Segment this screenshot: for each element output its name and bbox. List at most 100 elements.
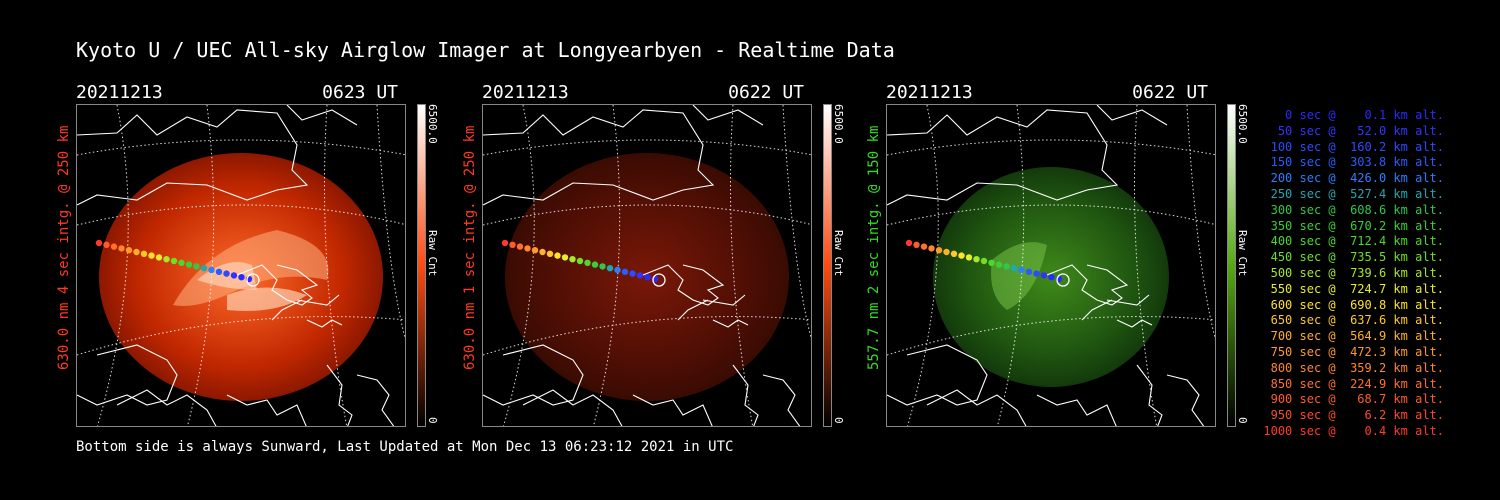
trajectory-dot: [599, 263, 606, 270]
trajectory-dot: [1048, 274, 1055, 281]
trajectory-dot: [965, 254, 973, 261]
colorbar-min-label: 0: [426, 417, 439, 424]
trajectory-dot: [546, 250, 554, 257]
panel-time: 0623 UT: [322, 82, 398, 103]
legend-row: 0 sec @ 0.1 km alt.: [1285, 108, 1444, 122]
trajectory-dot: [950, 250, 958, 257]
trajectory-dot: [928, 245, 935, 252]
trajectory-dot: [576, 257, 584, 265]
legend-row: 450 sec @ 735.5 km alt.: [1270, 250, 1444, 265]
trajectory-dot: [155, 254, 163, 261]
panel-ylabel: 630.0 nm 4 sec intg. @ 250 km: [56, 125, 72, 370]
trajectory-dot: [118, 245, 125, 252]
colorbar-unit-label: Raw Cnt: [1236, 230, 1249, 277]
imager-panel: 20211213 0623 UT: [56, 82, 439, 430]
legend-row: 300 sec @ 608.6 km alt.: [1270, 202, 1444, 217]
trajectory-dot: [905, 239, 913, 247]
panel-date: 20211213: [886, 82, 973, 103]
legend-row: 1000 sec @ 0.4 km alt.: [1263, 423, 1444, 438]
panel-date: 20211213: [482, 82, 569, 103]
trajectory-dot: [524, 245, 531, 252]
legend-row: 900 sec @ 68.7 km alt.: [1270, 392, 1444, 407]
legend-row: 850 sec @ 224.9 km alt.: [1270, 376, 1444, 391]
legend-row: 150 sec @ 303.8 km alt.: [1270, 155, 1444, 170]
trajectory-dot: [913, 241, 920, 248]
imager-panel: 20211213 0622 UT: [462, 82, 845, 430]
trajectory-dot: [193, 263, 200, 270]
trajectory-dot: [185, 261, 193, 268]
trajectory-dot: [539, 248, 546, 256]
trajectory-dot: [238, 274, 245, 281]
page-title: Kyoto U / UEC All-sky Airglow Imager at …: [76, 38, 895, 62]
legend-row: 550 sec @ 724.7 km alt.: [1270, 281, 1444, 296]
trajectory-dot: [980, 257, 988, 265]
trajectory-dot: [200, 265, 208, 272]
colorbar: [1227, 104, 1236, 427]
trajectory-dot: [561, 254, 569, 261]
trajectory-dot: [1010, 265, 1018, 272]
trajectory-dot: [95, 239, 103, 247]
legend-row: 750 sec @ 472.3 km alt.: [1270, 344, 1444, 359]
allsky-image: [886, 104, 1216, 427]
colorbar: [823, 104, 832, 427]
legend-row: 250 sec @ 527.4 km alt.: [1270, 186, 1444, 201]
legend-row: 650 sec @ 637.6 km alt.: [1270, 313, 1444, 328]
station-marker: [652, 273, 666, 287]
trajectory-dot: [1018, 266, 1025, 274]
trajectory-dot: [943, 248, 950, 256]
trajectory-dot: [614, 266, 621, 274]
coastline: [887, 105, 1205, 426]
panel-time: 0622 UT: [1132, 82, 1208, 103]
trajectory-dot: [148, 252, 155, 259]
trajectory-dot: [958, 252, 965, 259]
trajectory-dot: [621, 268, 629, 275]
coastline: [77, 105, 395, 426]
trajectory-dot: [140, 250, 148, 257]
legend-row: 400 sec @ 712.4 km alt.: [1270, 234, 1444, 249]
panel-date: 20211213: [76, 82, 163, 103]
trajectory-dot: [1003, 263, 1010, 270]
trajectory-dot: [973, 256, 980, 263]
trajectory-dot: [1040, 272, 1048, 279]
trajectory-dot: [223, 270, 230, 277]
trajectory-dot: [584, 259, 591, 266]
allsky-image: [76, 104, 406, 427]
trajectory-dot: [995, 261, 1003, 268]
trajectory-dot: [208, 266, 215, 274]
coastline: [483, 105, 801, 426]
trajectory-dot: [178, 259, 185, 266]
trajectory-dot: [516, 243, 524, 250]
trajectory-dot: [606, 265, 614, 272]
colorbar: [417, 104, 426, 427]
imager-panel: 20211213 0622 UT: [866, 82, 1249, 430]
colorbar-max-label: 6500.0: [832, 104, 845, 144]
colorbar-max-label: 6500.0: [426, 104, 439, 144]
trajectory-dot: [988, 259, 995, 266]
trajectory-dot: [501, 239, 509, 247]
panel-ylabel: 630.0 nm 1 sec intg. @ 250 km: [462, 125, 478, 370]
legend-row: 600 sec @ 690.8 km alt.: [1270, 297, 1444, 312]
trajectory-dot: [509, 241, 516, 248]
station-marker: [246, 273, 260, 287]
trajectory-dot: [133, 248, 140, 256]
colorbar-max-label: 6500.0: [1236, 104, 1249, 144]
trajectory-dot: [230, 272, 238, 279]
panel-time: 0622 UT: [728, 82, 804, 103]
trajectory-legend: 0 sec @ 0.1 km alt. 50 sec @ 52.0 km alt.…: [1262, 108, 1444, 440]
trajectory-dot: [636, 272, 644, 279]
colorbar-unit-label: Raw Cnt: [832, 230, 845, 277]
legend-row: 950 sec @ 6.2 km alt.: [1270, 408, 1444, 423]
legend-row: 800 sec @ 359.2 km alt.: [1270, 360, 1444, 375]
station-marker: [1056, 273, 1070, 287]
panel-ylabel: 557.7 nm 2 sec intg. @ 150 km: [866, 125, 882, 370]
trajectory-dot: [629, 270, 636, 277]
grid-lines: [77, 105, 405, 426]
trajectory-dot: [1033, 270, 1040, 277]
trajectory-dot: [103, 241, 110, 248]
trajectory-dot: [531, 247, 539, 254]
satellite-trajectory: [95, 239, 253, 283]
grid-lines: [887, 105, 1215, 426]
trajectory-dot: [554, 252, 561, 259]
legend-row: 700 sec @ 564.9 km alt.: [1270, 329, 1444, 344]
colorbar-unit-label: Raw Cnt: [426, 230, 439, 277]
